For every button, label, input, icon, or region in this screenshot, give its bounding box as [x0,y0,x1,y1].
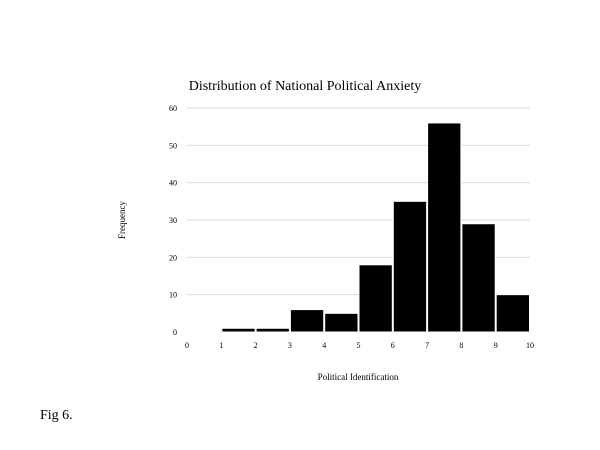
x-tick-label: 6 [391,341,395,350]
y-tick-label: 30 [169,216,177,225]
histogram-bar [461,223,496,333]
y-tick-label: 0 [173,328,177,337]
chart-title: Distribution of National Political Anxie… [189,79,422,94]
bars [187,122,531,333]
x-axis-label: Political Identification [318,372,399,382]
y-tick-label: 10 [169,291,177,300]
histogram-bar [324,312,359,333]
x-tick-label: 4 [322,341,326,350]
histogram-bar [358,264,393,333]
histogram-bar [221,327,256,333]
y-tick-label: 50 [169,141,177,150]
histogram-bar [392,200,428,333]
x-tick-label: 8 [459,341,463,350]
histogram-bar [289,309,325,333]
histogram-bar [495,294,531,333]
x-tick-label: 1 [219,341,223,350]
x-tick-label: 3 [288,341,292,350]
y-tick-labels: 0 10 20 30 40 50 60 [169,104,177,337]
histogram-bar [255,327,290,333]
x-tick-label: 7 [425,341,429,350]
gridlines [187,107,530,333]
x-tick-label: 5 [357,341,361,350]
y-axis-label: Frequency [117,201,127,239]
x-tick-label: 0 [185,341,189,350]
y-tick-label: 60 [169,104,177,113]
figure-caption: Fig 6. [40,408,73,423]
x-tick-label: 9 [494,341,498,350]
x-tick-label: 2 [254,341,258,350]
histogram-bar [187,330,222,333]
y-tick-label: 20 [169,253,177,262]
x-tick-labels: 0 1 2 3 4 5 6 7 8 9 10 [185,341,534,350]
y-tick-label: 40 [169,179,177,188]
x-tick-label: 10 [526,341,534,350]
histogram-bar [427,122,462,333]
